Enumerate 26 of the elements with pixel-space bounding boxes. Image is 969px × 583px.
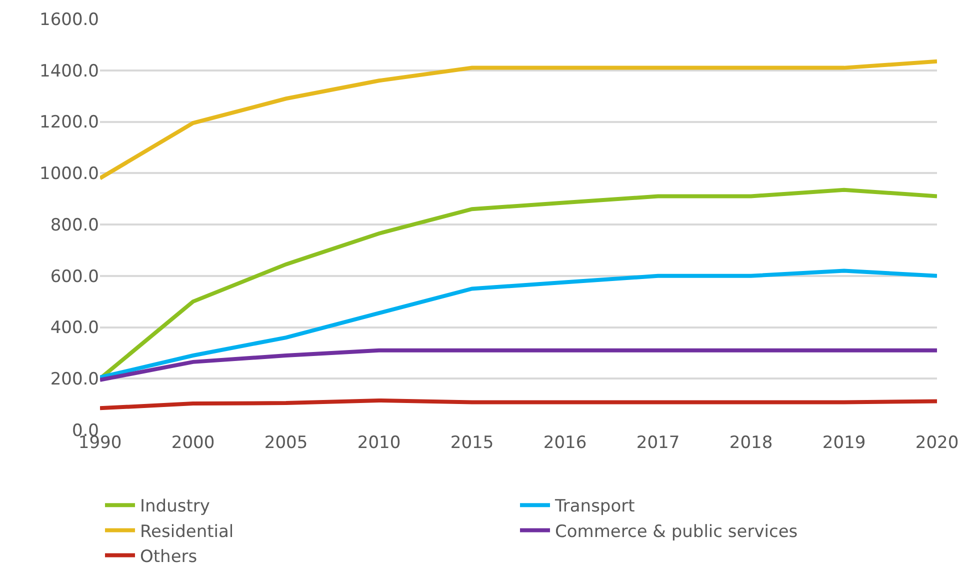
y-tick-label: 200.0 (50, 370, 99, 390)
y-tick-label: 800.0 (50, 215, 99, 236)
line-series (100, 348, 937, 382)
legend-label: Transport (554, 496, 636, 517)
x-tick-label: 2015 (450, 433, 494, 453)
y-tick-label: 1200.0 (40, 112, 99, 133)
line-series (100, 268, 937, 380)
x-tick-label: 2017 (636, 433, 680, 453)
x-tick-label: 2019 (822, 433, 866, 453)
line-series (100, 59, 937, 180)
x-tick-label: 2018 (729, 433, 773, 453)
legend-label: Residential (140, 522, 234, 542)
legend-label: Others (140, 546, 198, 567)
x-tick-label: 2005 (264, 433, 308, 453)
x-tick-label: 2010 (357, 433, 401, 453)
x-tick-label: 2016 (543, 433, 587, 453)
y-tick-label: 1600.0 (40, 10, 99, 30)
y-tick-label: 1000.0 (40, 164, 99, 184)
x-tick-label: 2020 (915, 433, 959, 453)
legend-label: Industry (140, 496, 210, 517)
y-tick-label: 400.0 (50, 318, 99, 338)
y-tick-label: 1400.0 (40, 61, 99, 82)
y-tick-label: 600.0 (50, 266, 99, 287)
x-tick-label: 2000 (171, 433, 215, 453)
legend-label: Commerce & public services (555, 522, 798, 542)
line-series (100, 398, 937, 410)
